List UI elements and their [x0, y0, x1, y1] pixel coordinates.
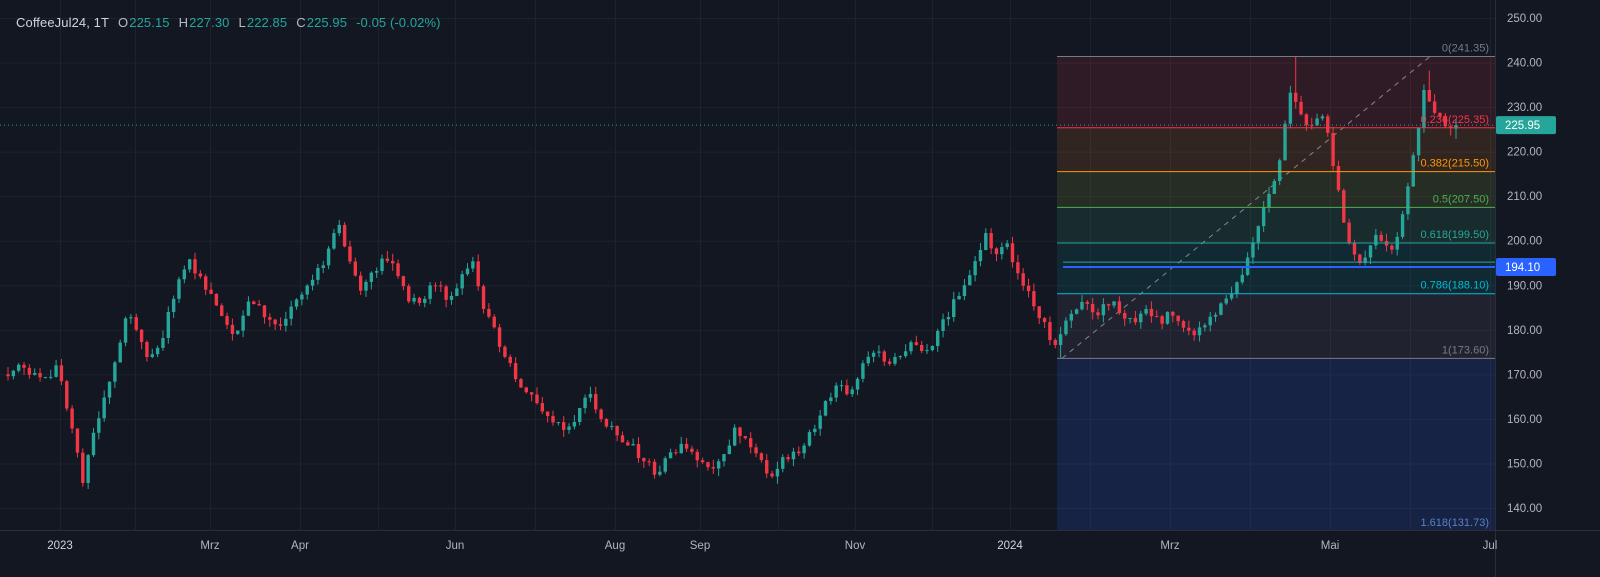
time-axis: 2023 Mrz Apr Jun Aug Sep Nov 2024 Mrz Mai Jul: [47, 540, 1497, 552]
time-tick-label: Nov: [845, 540, 866, 552]
time-tick-label: Mrz: [1160, 540, 1179, 552]
price-tick-label: 190.00: [1507, 280, 1542, 292]
price-tick-label: 240.00: [1507, 58, 1542, 70]
price-axis: 250.00 240.00 230.00 220.00 210.00 200.00 190.…: [1507, 13, 1542, 515]
time-tick-label: 2023: [47, 540, 73, 552]
price-badge-194-10: 194.10: [1496, 258, 1556, 277]
time-tick-label: Sep: [690, 540, 710, 552]
grid-layer: [0, 0, 1495, 530]
chart-legend: CoffeeJul24, 1T O225.15 H227.30 L222.85 …: [16, 15, 441, 30]
ohlc-open-key: O: [118, 15, 129, 30]
price-tick-label: 150.00: [1507, 458, 1542, 470]
fib-bands-layer: [1057, 56, 1495, 530]
ohlc-open-value: 225.15: [129, 15, 170, 30]
time-tick-label: Jun: [446, 540, 465, 552]
time-tick-label: 2024: [997, 540, 1023, 552]
ohlc-high-key: H: [178, 15, 189, 30]
price-tick-label: 250.00: [1507, 13, 1542, 25]
fib-level-label: 0.236(225.35): [1421, 114, 1490, 126]
svg-text:194.10: 194.10: [1505, 262, 1540, 274]
symbol-title[interactable]: CoffeeJul24, 1T: [16, 15, 110, 30]
change-value: -0.05 (-0.02%): [356, 15, 441, 30]
price-tick-label: 170.00: [1507, 369, 1542, 381]
price-tick-label: 180.00: [1507, 325, 1542, 337]
ohlc-low-value: 222.85: [246, 15, 288, 30]
time-tick-label: Aug: [605, 540, 625, 552]
ohlc-high: H227.30: [179, 15, 230, 30]
fib-level-label: 0.382(215.50): [1421, 158, 1490, 170]
ohlc-close-value: 225.95: [306, 15, 348, 30]
price-tick-label: 220.00: [1507, 147, 1542, 159]
ohlc-low: L222.85: [239, 15, 288, 30]
time-tick-label: Apr: [291, 540, 309, 552]
fib-level-label: 1(173.60): [1442, 344, 1489, 356]
fib-level-label: 0(241.35): [1442, 43, 1489, 55]
ohlc-open: O225.15: [118, 15, 170, 30]
price-tick-label: 160.00: [1507, 414, 1542, 426]
ohlc-close: C225.95: [296, 15, 347, 30]
fib-level-label: 1.618(131.73): [1421, 517, 1490, 529]
time-tick-label: Jul: [1483, 540, 1498, 552]
fib-level-label: 0.786(188.10): [1421, 280, 1490, 292]
price-tick-label: 140.00: [1507, 503, 1542, 515]
price-badge-225-95: 225.95: [1496, 116, 1556, 135]
plot-area[interactable]: 0(241.35) 0.236(225.35) 0.382(215.50) 0.5(2…: [0, 0, 1495, 530]
svg-text:225.95: 225.95: [1505, 120, 1540, 132]
price-tick-label: 210.00: [1507, 191, 1542, 203]
ohlc-high-value: 227.30: [189, 15, 230, 30]
time-tick-label: Mai: [1321, 540, 1340, 552]
time-tick-label: Mrz: [200, 540, 219, 552]
price-tick-label: 200.00: [1507, 236, 1542, 248]
ohlc-low-key: L: [238, 15, 246, 30]
ohlc-close-key: C: [296, 15, 306, 30]
price-axis-scale[interactable]: [1496, 0, 1600, 530]
fib-level-label: 0.5(207.50): [1433, 193, 1489, 205]
price-tick-label: 230.00: [1507, 102, 1542, 114]
fib-level-label: 0.618(199.50): [1421, 229, 1490, 241]
time-axis-scale[interactable]: [0, 531, 1600, 577]
fib-levels-layer[interactable]: 0(241.35) 0.236(225.35) 0.382(215.50) 0.5(2…: [1057, 43, 1495, 529]
